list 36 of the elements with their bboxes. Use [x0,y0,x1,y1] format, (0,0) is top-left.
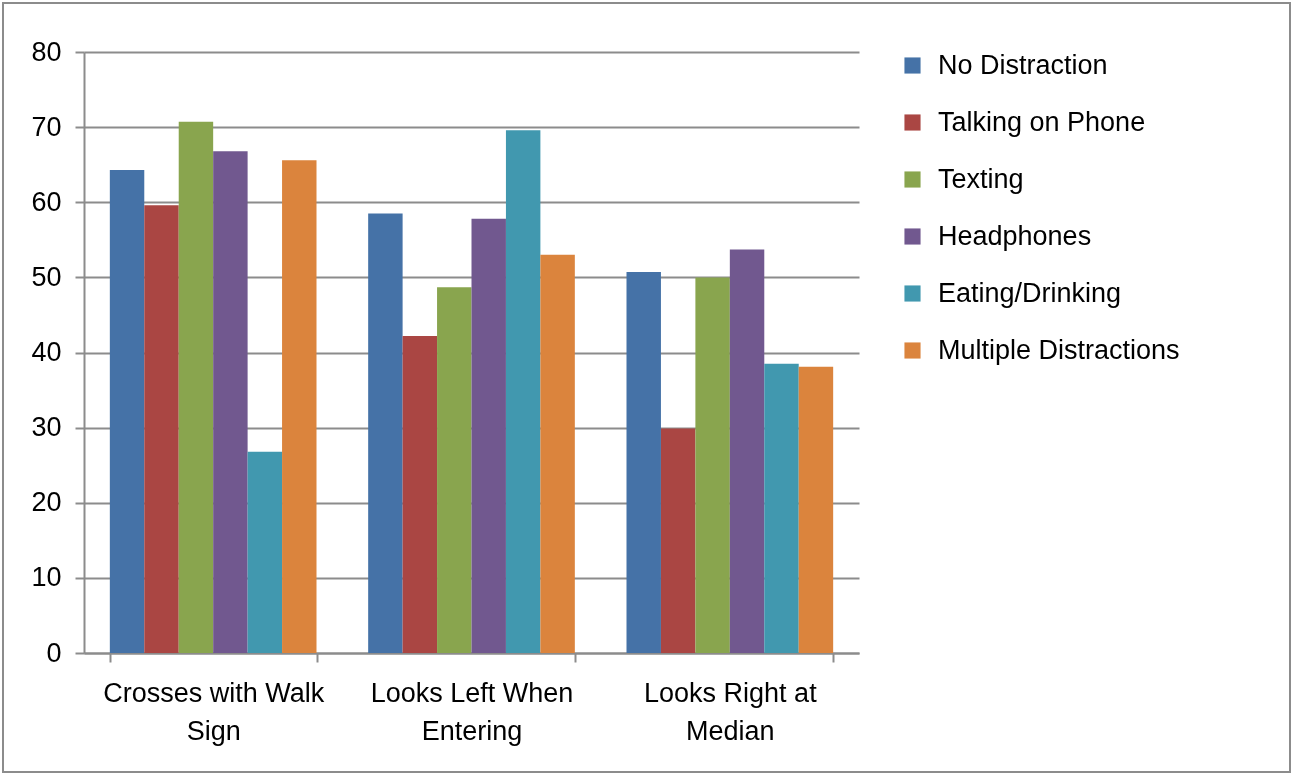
bar [282,160,317,653]
y-tick-label: 80 [31,36,62,67]
bar [368,213,403,653]
bar [144,205,179,653]
bar [109,169,145,653]
legend-label: Multiple Distractions [938,334,1180,365]
y-tick-label: 10 [31,562,62,593]
bar [626,272,661,653]
y-tick-label: 0 [46,637,62,668]
legend-label: No Distraction [938,49,1108,80]
bar [178,121,214,653]
bar [764,363,799,653]
y-tick-label: 40 [31,337,62,367]
bar [437,287,472,653]
legend-label: Headphones [938,220,1092,251]
bar [540,254,575,653]
bar [798,366,834,653]
y-tick-label: 20 [31,487,62,518]
legend-label: Texting [938,163,1024,194]
bar [247,451,283,653]
legend-label: Talking on Phone [938,106,1146,137]
bar [660,428,696,653]
y-tick-label: 50 [31,261,62,292]
bar [505,130,541,653]
bar [729,249,765,653]
legend-label: Eating/Drinking [938,277,1122,308]
bar [695,277,730,653]
bar [471,218,506,653]
y-tick-label: 30 [31,412,62,443]
y-tick-label: 70 [31,111,62,142]
bar [213,151,248,653]
x-tick-label: Crosses with Walk Sign [103,677,325,746]
y-tick-label: 60 [31,186,62,217]
bar [402,335,438,653]
x-tick-label: Looks Left When Entering [370,677,574,746]
x-tick-label: Looks Right at Median [644,677,818,746]
